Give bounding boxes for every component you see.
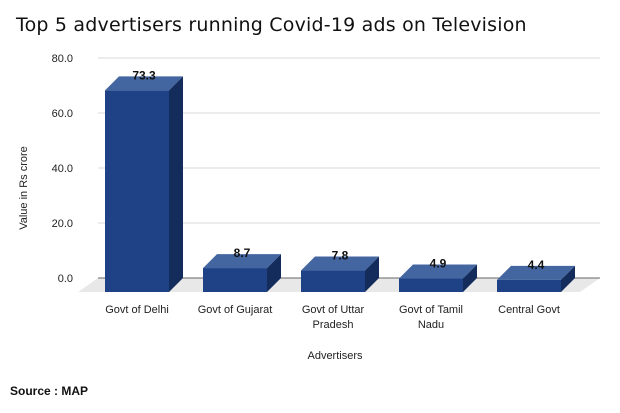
y-tick-label: 60.0 xyxy=(52,108,73,120)
x-tick-label: Govt of Delhi xyxy=(105,304,169,316)
y-tick-label: 40.0 xyxy=(52,163,73,175)
x-tick-label: Pradesh xyxy=(313,319,354,331)
y-axis-label: Value in Rs crore xyxy=(18,146,30,230)
bar-top xyxy=(399,264,477,279)
y-tick-label: 80.0 xyxy=(52,53,73,65)
bar xyxy=(301,270,365,292)
y-tick-label: 0.0 xyxy=(58,273,73,285)
bar-side xyxy=(169,76,183,292)
bar xyxy=(203,268,267,292)
bar-side xyxy=(463,264,477,292)
bar-top xyxy=(203,254,281,269)
bar xyxy=(497,279,561,292)
bar-top xyxy=(497,265,575,280)
x-tick-label: Govt of Uttar xyxy=(302,304,365,316)
bar xyxy=(399,278,463,292)
data-label: 8.7 xyxy=(234,246,251,260)
bar-top xyxy=(301,256,379,271)
bar xyxy=(105,90,169,292)
x-tick-label: Govt of Tamil xyxy=(399,304,463,316)
x-axis-label: Advertisers xyxy=(307,350,363,362)
source-note: Source : MAP xyxy=(10,384,89,398)
data-label: 7.8 xyxy=(332,249,349,263)
bar-side xyxy=(561,265,575,292)
bar-top xyxy=(105,76,183,91)
bar-side xyxy=(267,254,281,292)
data-label: 4.9 xyxy=(430,257,447,271)
x-tick-label: Nadu xyxy=(418,319,444,331)
data-label: 73.3 xyxy=(132,68,156,82)
x-tick-label: Central Govt xyxy=(498,304,560,316)
x-tick-label: Govt of Gujarat xyxy=(198,304,273,316)
chart-title: Top 5 advertisers running Covid-19 ads o… xyxy=(16,14,527,36)
bar-side xyxy=(365,256,379,292)
data-label: 4.4 xyxy=(528,258,545,272)
y-tick-label: 20.0 xyxy=(52,218,73,230)
